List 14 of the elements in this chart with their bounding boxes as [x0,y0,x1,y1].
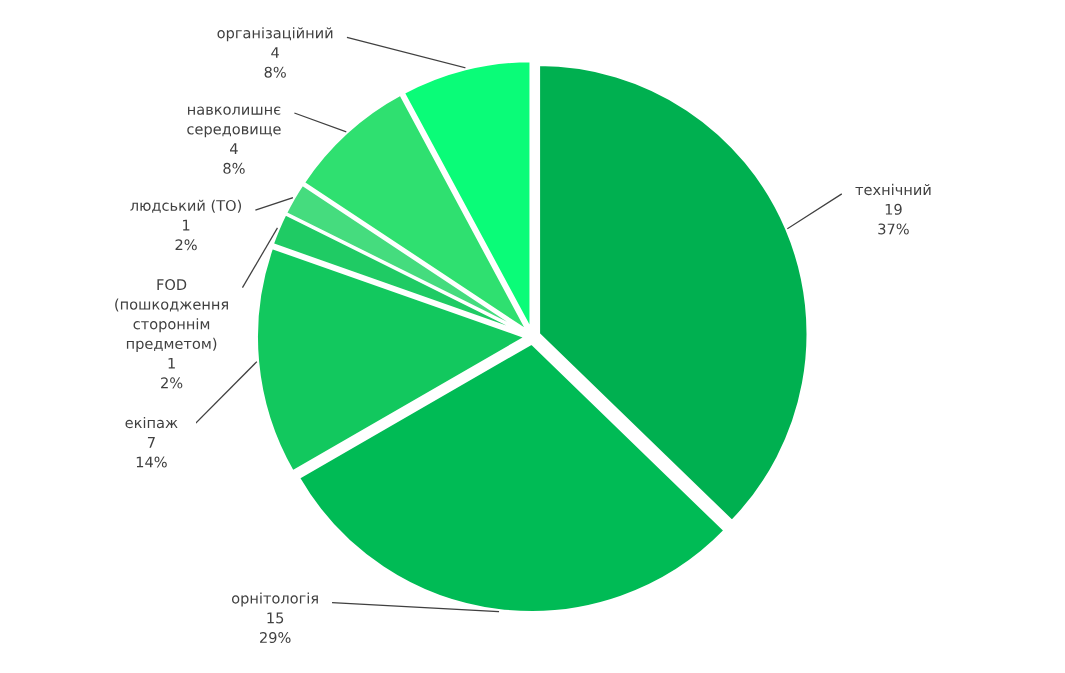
slice-label: орнітологія [232,592,318,607]
data-label: 1 2% [161,357,183,389]
slice-label: людський (ТО) [130,199,242,213]
slice-label: FOD (пошкодження стороннім предметом) [115,279,228,352]
data-label: 4 8% [223,143,245,174]
slice-label: екіпаж [125,416,178,429]
data-label: 4 8% [264,47,286,78]
data-label: 19 37% [878,203,909,235]
data-label: 1 2% [175,219,197,251]
slice-label: технічний [855,183,931,196]
data-label: 7 14% [136,437,167,468]
slice-label: організаційний [217,27,333,42]
slice-label: навколишнє середовище [187,106,281,138]
data-label: 15 29% [260,612,291,644]
